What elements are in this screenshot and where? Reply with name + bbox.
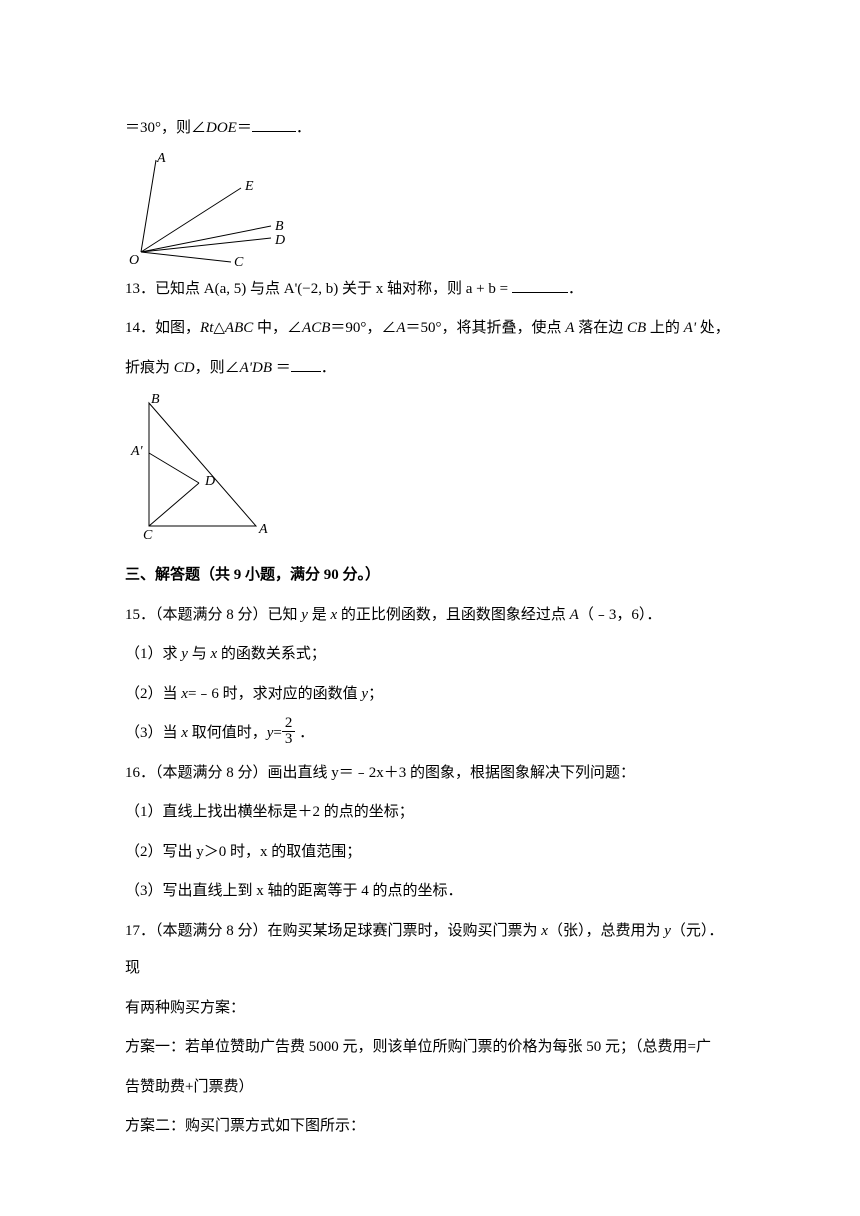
q14-l1i: ＝50°，将其折叠，使点 xyxy=(406,320,566,336)
q15-p3b: 取何值时， xyxy=(188,725,267,741)
q15-y: y xyxy=(301,607,308,623)
q13-t1: 已知点 A(a, 5) 与点 A'(−2, b) 关于 x 轴对称，则 a + … xyxy=(155,281,508,297)
q14-blank xyxy=(291,357,321,372)
q17-l1a: （本题满分 8 分）在购买某场足球赛门票时，设购买门票为 xyxy=(155,923,541,939)
fig14-label-D: D xyxy=(204,474,215,489)
q14-l2e: ＝ xyxy=(272,360,291,376)
q15-A: A xyxy=(570,607,579,623)
q17-l1: 17．（本题满分 8 分）在购买某场足球赛门票时，设购买门票为 x（张），总费用… xyxy=(125,913,735,988)
q15-p3: （3）当 x 取何值时，y=23 ． xyxy=(125,715,735,753)
section3-title: 三、解答题（共 9 小题，满分 90 分。） xyxy=(125,557,735,595)
q15-p2x: x xyxy=(181,686,188,702)
q14-l1o: 处， xyxy=(696,320,730,336)
fig12-svg: A E B D C O xyxy=(121,152,291,267)
q12-var: DOE xyxy=(206,120,237,136)
q15-p1y: y xyxy=(181,646,188,662)
fig14-label-B: B xyxy=(151,392,160,407)
q17-l2: 有两种购买方案： xyxy=(125,990,735,1028)
q15-p3c: = xyxy=(273,725,281,741)
q15-l1c: 的正比例函数，且函数图象经过点 xyxy=(337,607,570,623)
fig12-label-E: E xyxy=(244,179,254,194)
q15-p2a: （2）当 xyxy=(125,686,181,702)
fig12-label-O: O xyxy=(129,253,139,267)
q16-p2: （2）写出 y＞0 时，x 的取值范围； xyxy=(125,834,735,872)
q14-adb: A'DB xyxy=(240,360,272,376)
q17-l4: 告赞助费+门票费） xyxy=(125,1069,735,1107)
q15-p3a: （3）当 xyxy=(125,725,181,741)
q14-l1e: 中，∠ xyxy=(253,320,302,336)
q14-l1a: 如图， xyxy=(155,320,200,336)
q14-tri: △ xyxy=(213,320,225,336)
q14-acb: ACB xyxy=(302,320,330,336)
q15-p3x: x xyxy=(181,725,188,741)
q12-blank xyxy=(252,117,296,132)
q14-l1m: 上的 xyxy=(646,320,684,336)
q14-l1g: ＝90°，∠ xyxy=(330,320,396,336)
q13-num: 13． xyxy=(125,281,155,297)
fig12-label-D: D xyxy=(274,233,285,248)
fig12-container: A E B D C O xyxy=(121,152,735,267)
q14-l2: 折痕为 CD，则∠A'DB ＝ ． xyxy=(125,350,735,388)
q15-frac: 23 xyxy=(282,716,296,747)
q15-p1: （1）求 y 与 x 的函数关系式； xyxy=(125,636,735,674)
q12-prefix: ＝30°，则∠ xyxy=(125,120,206,136)
q15-l1b: 是 xyxy=(308,607,331,623)
q15-p2b: =﹣6 时，求对应的函数值 xyxy=(188,686,361,702)
q14-l1k: 落在边 xyxy=(574,320,627,336)
q17-l3: 方案一：若单位赞助广告费 5000 元，则该单位所购门票的价格为每张 50 元；… xyxy=(125,1029,735,1067)
q15-p3d: ． xyxy=(295,725,314,741)
q17-num: 17． xyxy=(125,923,155,939)
q15-p1b: 与 xyxy=(188,646,211,662)
q14-l1: 14．如图，Rt△ABC 中，∠ACB＝90°，∠A＝50°，将其折叠，使点 A… xyxy=(125,310,735,348)
q15-l1: （本题满分 8 分）已知 xyxy=(155,607,301,623)
q13: 13．已知点 A(a, 5) 与点 A'(−2, b) 关于 x 轴对称，则 a… xyxy=(125,271,735,309)
q16-l1: 16．（本题满分 8 分）画出直线 y＝﹣2x＋3 的图象，根据图象解决下列问题… xyxy=(125,755,735,793)
fig12-label-A: A xyxy=(156,152,166,166)
fig14-svg: B A' D C A xyxy=(121,391,281,541)
q14-abc: ABC xyxy=(225,320,253,336)
q17-l5: 方案二：购买门票方式如下图所示： xyxy=(125,1108,735,1146)
fig12-label-B: B xyxy=(275,219,284,234)
q14-cb: CB xyxy=(627,320,646,336)
q14-num: 14． xyxy=(125,320,155,336)
q15-p1a: （1）求 xyxy=(125,646,181,662)
q13-t2: ． xyxy=(568,281,583,297)
q16-l1t: （本题满分 8 分）画出直线 y＝﹣2x＋3 的图象，根据图象解决下列问题： xyxy=(155,765,635,781)
q15-l1d: （﹣3，6）． xyxy=(579,607,662,623)
q12-tail: ＝30°，则∠DOE＝． xyxy=(125,110,735,148)
q17-l1b: （张），总费用为 xyxy=(548,923,664,939)
q16-num: 16． xyxy=(125,765,155,781)
q15-p2: （2）当 x=﹣6 时，求对应的函数值 y； xyxy=(125,676,735,714)
q15-l1: 15．（本题满分 8 分）已知 y 是 x 的正比例函数，且函数图象经过点 A（… xyxy=(125,597,735,635)
q14-l2a: 折痕为 xyxy=(125,360,174,376)
q12-suffix: ＝ xyxy=(237,120,252,136)
q14-ap: A' xyxy=(684,320,696,336)
q15-p2c: ； xyxy=(368,686,383,702)
fig14-label-Ap: A' xyxy=(130,444,144,459)
q15-num: 15． xyxy=(125,607,155,623)
q15-frac-den: 3 xyxy=(282,732,296,747)
q13-blank xyxy=(512,278,568,293)
fig14-label-A: A xyxy=(258,522,268,537)
q14-cd: CD xyxy=(174,360,195,376)
q15-p1c: 的函数关系式； xyxy=(217,646,326,662)
fig14-container: B A' D C A xyxy=(121,391,735,541)
q14-rt: Rt xyxy=(200,320,213,336)
q17-y: y xyxy=(664,923,671,939)
q14-a: A xyxy=(396,320,405,336)
q15-frac-num: 2 xyxy=(282,716,296,732)
fig14-label-C: C xyxy=(143,528,153,541)
q16-p3: （3）写出直线上到 x 轴的距离等于 4 的点的坐标． xyxy=(125,873,735,911)
q14-l2f: ． xyxy=(321,360,336,376)
q17-x: x xyxy=(541,923,548,939)
q16-p1: （1）直线上找出横坐标是＋2 的点的坐标； xyxy=(125,794,735,832)
fig12-label-C: C xyxy=(234,255,244,267)
q14-l2c: ，则∠ xyxy=(195,360,240,376)
